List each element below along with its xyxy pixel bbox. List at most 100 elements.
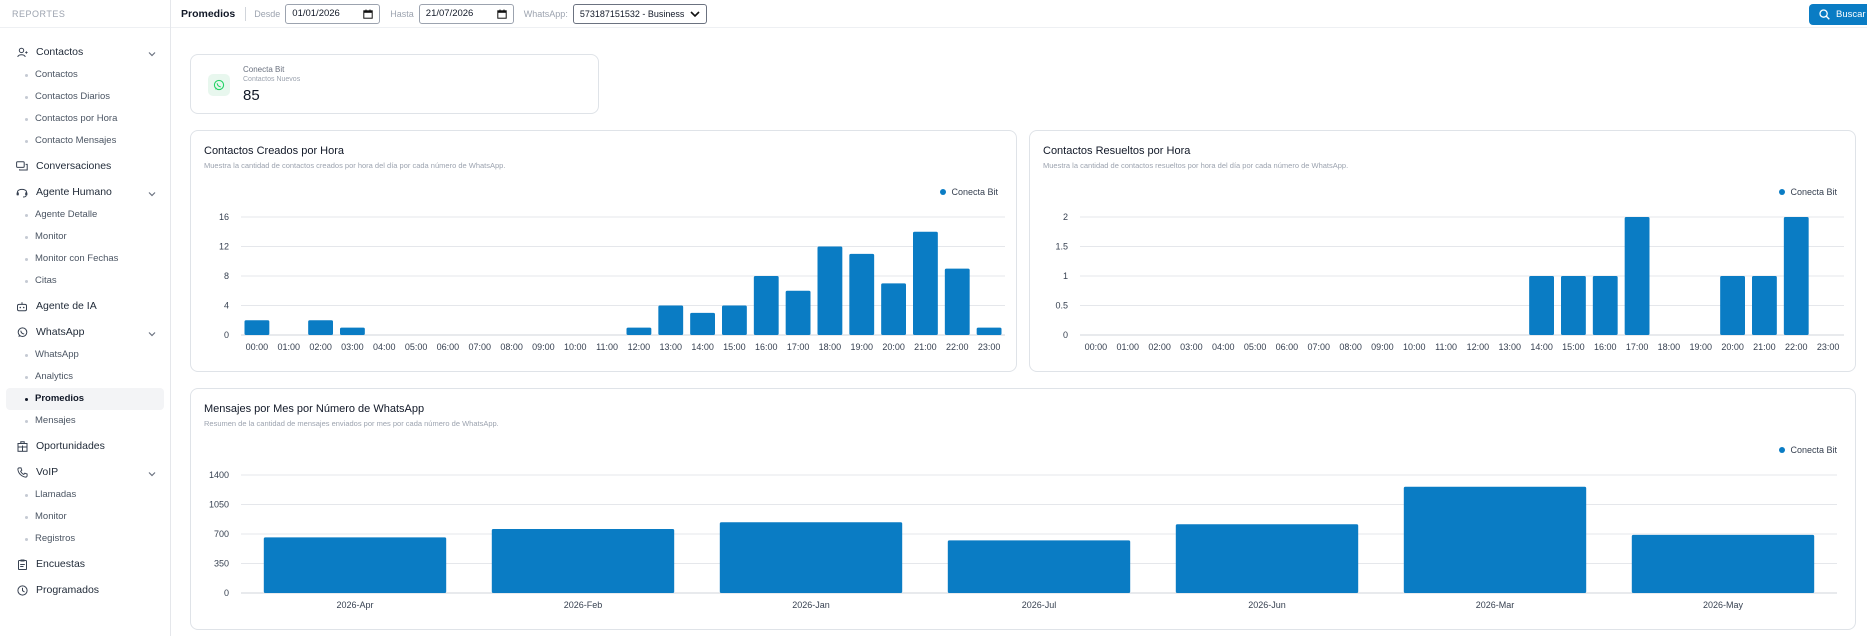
sidebar-group-agente-de-ia[interactable]: Agente de IA <box>0 294 170 318</box>
sidebar-item-registros[interactable]: Registros <box>0 528 170 550</box>
x-tick-label: 22:00 <box>1785 342 1808 352</box>
sidebar-item-whatsapp[interactable]: WhatsApp <box>0 344 170 366</box>
bullet-dot <box>25 354 28 357</box>
x-tick-label: 18:00 <box>819 342 842 352</box>
chevron-down-icon[interactable] <box>148 328 156 340</box>
bar[interactable] <box>753 276 779 335</box>
bar[interactable] <box>1592 276 1618 335</box>
legend-dot <box>1779 447 1786 453</box>
x-tick-label: 14:00 <box>691 342 714 352</box>
chart-legend[interactable]: Conecta Bit <box>1779 445 1837 455</box>
x-tick-label: 19:00 <box>1689 342 1712 352</box>
bar[interactable] <box>690 312 715 335</box>
bar[interactable] <box>658 305 684 336</box>
x-tick-label: 2026-Feb <box>564 600 603 610</box>
bar[interactable] <box>1783 217 1809 335</box>
bar[interactable] <box>308 320 333 335</box>
x-tick-label: 00:00 <box>246 342 269 352</box>
sidebar-group-label: WhatsApp <box>36 326 85 338</box>
sidebar-item-mensajes[interactable]: Mensajes <box>0 410 170 432</box>
sidebar-item-promedios[interactable]: Promedios <box>6 388 164 410</box>
calendar-icon[interactable] <box>363 9 373 19</box>
robot-icon <box>16 300 28 312</box>
sidebar-item-contactos-diarios[interactable]: Contactos Diarios <box>0 86 170 108</box>
sidebar-item-label: Agente Detalle <box>35 209 98 220</box>
from-date-value: 01/01/2026 <box>292 8 340 19</box>
x-tick-label: 03:00 <box>341 342 364 352</box>
bar[interactable] <box>849 253 875 335</box>
bar[interactable] <box>1752 276 1777 335</box>
sidebar-group-conversaciones[interactable]: Conversaciones <box>0 154 170 178</box>
x-tick-label: 06:00 <box>1276 342 1299 352</box>
bar[interactable] <box>881 283 906 335</box>
bar[interactable] <box>913 231 938 335</box>
sidebar-group-agente-humano[interactable]: Agente Humano <box>0 180 170 204</box>
x-tick-label: 20:00 <box>882 342 905 352</box>
sidebar-item-agente-detalle[interactable]: Agente Detalle <box>0 204 170 226</box>
y-tick-label: 0.5 <box>1055 301 1068 311</box>
x-tick-label: 01:00 <box>1116 342 1139 352</box>
sidebar-group-encuestas[interactable]: Encuestas <box>0 552 170 576</box>
bar[interactable] <box>722 305 747 336</box>
search-button-label: Buscar <box>1836 9 1866 20</box>
search-button[interactable]: Buscar <box>1809 4 1867 25</box>
y-tick-label: 2 <box>1063 212 1068 222</box>
x-tick-label: 07:00 <box>468 342 491 352</box>
legend-dot <box>1779 189 1786 195</box>
search-icon <box>1819 9 1830 20</box>
bar[interactable] <box>1631 534 1815 593</box>
bar[interactable] <box>947 540 1131 593</box>
sidebar-group-programados[interactable]: Programados <box>0 578 170 602</box>
chevron-down-icon[interactable] <box>148 468 156 480</box>
calendar-icon[interactable] <box>497 9 507 19</box>
y-tick-label: 0 <box>1063 330 1068 340</box>
sidebar-item-monitor[interactable]: Monitor <box>0 506 170 528</box>
bar[interactable] <box>1175 524 1359 593</box>
y-tick-label: 16 <box>219 212 229 222</box>
sidebar-group-voip[interactable]: VoIP <box>0 460 170 484</box>
x-tick-label: 08:00 <box>1339 342 1362 352</box>
bar[interactable] <box>1529 276 1554 335</box>
sidebar-item-label: Monitor con Fechas <box>35 253 119 264</box>
bar[interactable] <box>491 528 675 593</box>
chart-title: Contactos Resueltos por Hora <box>1043 145 1191 157</box>
sidebar-item-contactos-por-hora[interactable]: Contactos por Hora <box>0 108 170 130</box>
x-tick-label: 09:00 <box>1371 342 1394 352</box>
x-tick-label: 05:00 <box>405 342 428 352</box>
bar[interactable] <box>1720 276 1745 335</box>
sidebar-group-whatsapp[interactable]: WhatsApp <box>0 320 170 344</box>
sidebar-group-contactos[interactable]: Contactos <box>0 40 170 64</box>
bar[interactable] <box>626 327 652 335</box>
bar[interactable] <box>263 537 447 593</box>
sidebar-item-contactos[interactable]: Contactos <box>0 64 170 86</box>
legend-dot <box>940 189 947 195</box>
sidebar-item-monitor-con-fechas[interactable]: Monitor con Fechas <box>0 248 170 270</box>
y-tick-label: 1.5 <box>1055 242 1068 252</box>
sidebar-item-analytics[interactable]: Analytics <box>0 366 170 388</box>
from-date-input[interactable]: 01/01/2026 <box>285 3 381 24</box>
sidebar-item-llamadas[interactable]: Llamadas <box>0 484 170 506</box>
bar[interactable] <box>719 522 903 593</box>
bar[interactable] <box>1403 486 1587 593</box>
sidebar-item-monitor[interactable]: Monitor <box>0 226 170 248</box>
to-date-input[interactable]: 21/07/2026 <box>418 3 514 24</box>
chart-legend[interactable]: Conecta Bit <box>1779 187 1837 197</box>
sidebar-group-oportunidades[interactable]: Oportunidades <box>0 434 170 458</box>
bar[interactable] <box>1624 217 1650 335</box>
chevron-down-icon[interactable] <box>148 48 156 60</box>
chart-legend[interactable]: Conecta Bit <box>940 187 998 197</box>
bar[interactable] <box>976 327 1002 335</box>
sidebar-item-contacto-mensajes[interactable]: Contacto Mensajes <box>0 130 170 152</box>
whatsapp-select[interactable]: 573187151532 - Business <box>572 3 707 24</box>
bar[interactable] <box>944 268 970 335</box>
sidebar-item-label: Promedios <box>35 393 85 404</box>
x-tick-label: 2026-Jul <box>1022 600 1057 610</box>
bar[interactable] <box>785 290 811 335</box>
bar[interactable] <box>1561 276 1586 335</box>
x-tick-label: 02:00 <box>1148 342 1171 352</box>
bar[interactable] <box>817 246 843 336</box>
chevron-down-icon[interactable] <box>148 188 156 200</box>
bar[interactable] <box>244 320 270 335</box>
sidebar-item-citas[interactable]: Citas <box>0 270 170 292</box>
bar[interactable] <box>340 327 365 335</box>
